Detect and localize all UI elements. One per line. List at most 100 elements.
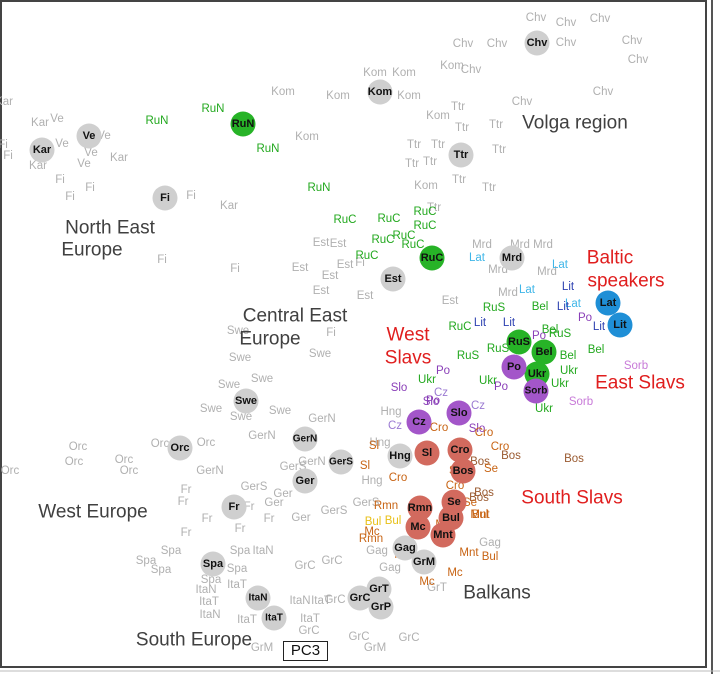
sample-point: Se	[484, 463, 498, 475]
sample-point: RuN	[201, 103, 224, 115]
sample-point: Fr	[264, 513, 275, 525]
sample-point: Cro	[491, 441, 510, 453]
centroid-label: Gag	[394, 542, 415, 554]
centroid-ttr: Ttr	[448, 142, 474, 168]
centroid-label: Ve	[83, 130, 96, 142]
pc3-axis-label: PC3	[290, 642, 321, 659]
sample-point: Est	[313, 237, 330, 249]
sample-point: Orc	[65, 456, 84, 468]
sample-point: RuN	[145, 115, 168, 127]
region-label: West Europe	[38, 502, 147, 523]
centroid-label: Ger	[296, 475, 316, 487]
centroid-ger: Ger	[292, 468, 318, 494]
sample-point: Orc	[1, 465, 20, 477]
sample-point: Orc	[120, 465, 139, 477]
sample-point: Fi	[230, 263, 240, 275]
sample-point: ItaN	[252, 545, 273, 557]
centroid-marker	[380, 266, 406, 292]
centroid-marker	[292, 468, 318, 494]
sample-point: Ger	[273, 488, 292, 500]
region-label: speakers	[587, 271, 664, 292]
centroid-label: Fr	[229, 501, 241, 513]
sample-point: Fi	[55, 174, 65, 186]
sample-point: Chv	[526, 12, 547, 24]
centroid-marker	[368, 594, 394, 620]
centroid-marker	[245, 585, 271, 611]
centroid-marker	[405, 514, 431, 540]
sample-point: Ttr	[482, 182, 496, 194]
sample-point: GrM	[251, 642, 273, 654]
sample-point: Lit	[593, 321, 606, 333]
centroid-label: Est	[384, 273, 401, 285]
centroid-marker	[501, 354, 527, 380]
centroid-label: GrP	[371, 601, 391, 613]
sample-point: Bul	[365, 516, 382, 528]
centroid-est: Est	[380, 266, 406, 292]
sample-point: RuC	[392, 230, 415, 242]
centroid-label: Bos	[453, 465, 474, 477]
region-label: Central East	[243, 306, 348, 327]
sample-point: RuC	[377, 213, 400, 225]
centroid-label: ItaT	[265, 613, 283, 624]
sample-point: Cz	[434, 387, 448, 399]
sample-point: Lat	[519, 284, 536, 296]
sample-point: GerN	[196, 465, 223, 477]
centroid-po: Po	[501, 354, 527, 380]
centroid-label: Bul	[442, 512, 460, 524]
sample-point: Po	[426, 395, 440, 407]
sample-point: Gag	[366, 545, 388, 557]
centroid-marker	[430, 522, 456, 548]
centroid-marker	[407, 495, 433, 521]
centroid-swe: Swe	[233, 388, 259, 414]
centroid-label: Hng	[389, 450, 410, 462]
sample-point: Lit	[474, 317, 487, 329]
sample-point: Ttr	[431, 139, 445, 151]
region-label: South Europe	[136, 630, 252, 651]
sample-point: Po	[578, 312, 592, 324]
centroid-cz: Cz	[406, 409, 432, 435]
centroid-marker	[607, 312, 633, 338]
centroid-label: GrT	[369, 583, 389, 595]
sample-point: Chv	[556, 17, 577, 29]
sample-point: Bel	[542, 324, 559, 336]
centroid-marker	[406, 409, 432, 435]
centroid-label: GrM	[413, 556, 435, 568]
sample-point: Kom	[271, 86, 295, 98]
sample-point: Ukr	[535, 403, 553, 415]
centroid-label: Se	[447, 496, 460, 508]
sample-point: RuN	[256, 143, 279, 155]
region-label: South Slavs	[521, 488, 622, 509]
sample-point: Mrd	[488, 264, 508, 276]
centroid-label: RuN	[232, 118, 255, 130]
sample-point: RuS	[549, 328, 572, 340]
centroid-rmn: Rmn	[407, 495, 433, 521]
sample-point: Po	[532, 330, 546, 342]
sample-point: Swe	[269, 405, 291, 417]
sample-point: Kom	[397, 90, 421, 102]
centroid-label: Mc	[410, 521, 425, 533]
region-label: Europe	[61, 240, 122, 261]
sample-point: Fi	[355, 257, 365, 269]
sample-point: Orc	[197, 437, 216, 449]
sample-point: Bos	[564, 453, 584, 465]
centroid-label: GrC	[350, 592, 371, 604]
sample-point: Po	[494, 381, 508, 393]
sample-point: Chv	[590, 13, 611, 25]
centroid-marker	[76, 123, 102, 149]
sample-point: Ttr	[492, 144, 506, 156]
sample-point: Ger	[291, 512, 310, 524]
sample-point: Mc	[447, 567, 463, 579]
sample-point: Mc	[419, 576, 435, 588]
sample-point: ItaT	[311, 595, 331, 607]
sample-point: Ttr	[423, 156, 437, 168]
sample-point: Kom	[392, 67, 416, 79]
sample-point: ItaT	[237, 614, 257, 626]
sample-point: Spa	[201, 574, 222, 586]
sample-point: Po	[436, 365, 450, 377]
sample-point: Est	[313, 285, 330, 297]
centroid-marker	[367, 79, 393, 105]
centroid-sl: Sl	[414, 440, 440, 466]
